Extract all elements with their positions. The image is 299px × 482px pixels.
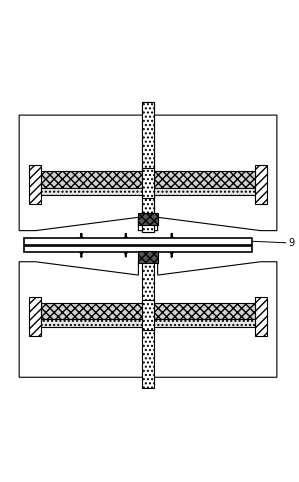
Bar [138, 252, 158, 263]
Bar [41, 172, 255, 187]
Bar [24, 246, 252, 252]
Bar [41, 187, 255, 195]
Bar [142, 250, 154, 388]
Bar [142, 300, 154, 330]
Bar [142, 168, 154, 198]
Bar [142, 102, 154, 232]
Bar [29, 165, 41, 204]
Polygon shape [19, 115, 277, 230]
Bar [24, 238, 252, 244]
Bar [142, 300, 154, 330]
Bar [41, 320, 255, 327]
Text: 9: 9 [289, 238, 295, 248]
Polygon shape [19, 262, 277, 377]
Bar [255, 165, 267, 204]
Bar [255, 297, 267, 336]
Bar [142, 168, 154, 198]
Bar [143, 102, 153, 231]
Bar [29, 297, 41, 336]
Bar [142, 102, 154, 232]
Bar [138, 213, 158, 225]
Bar [41, 303, 255, 320]
